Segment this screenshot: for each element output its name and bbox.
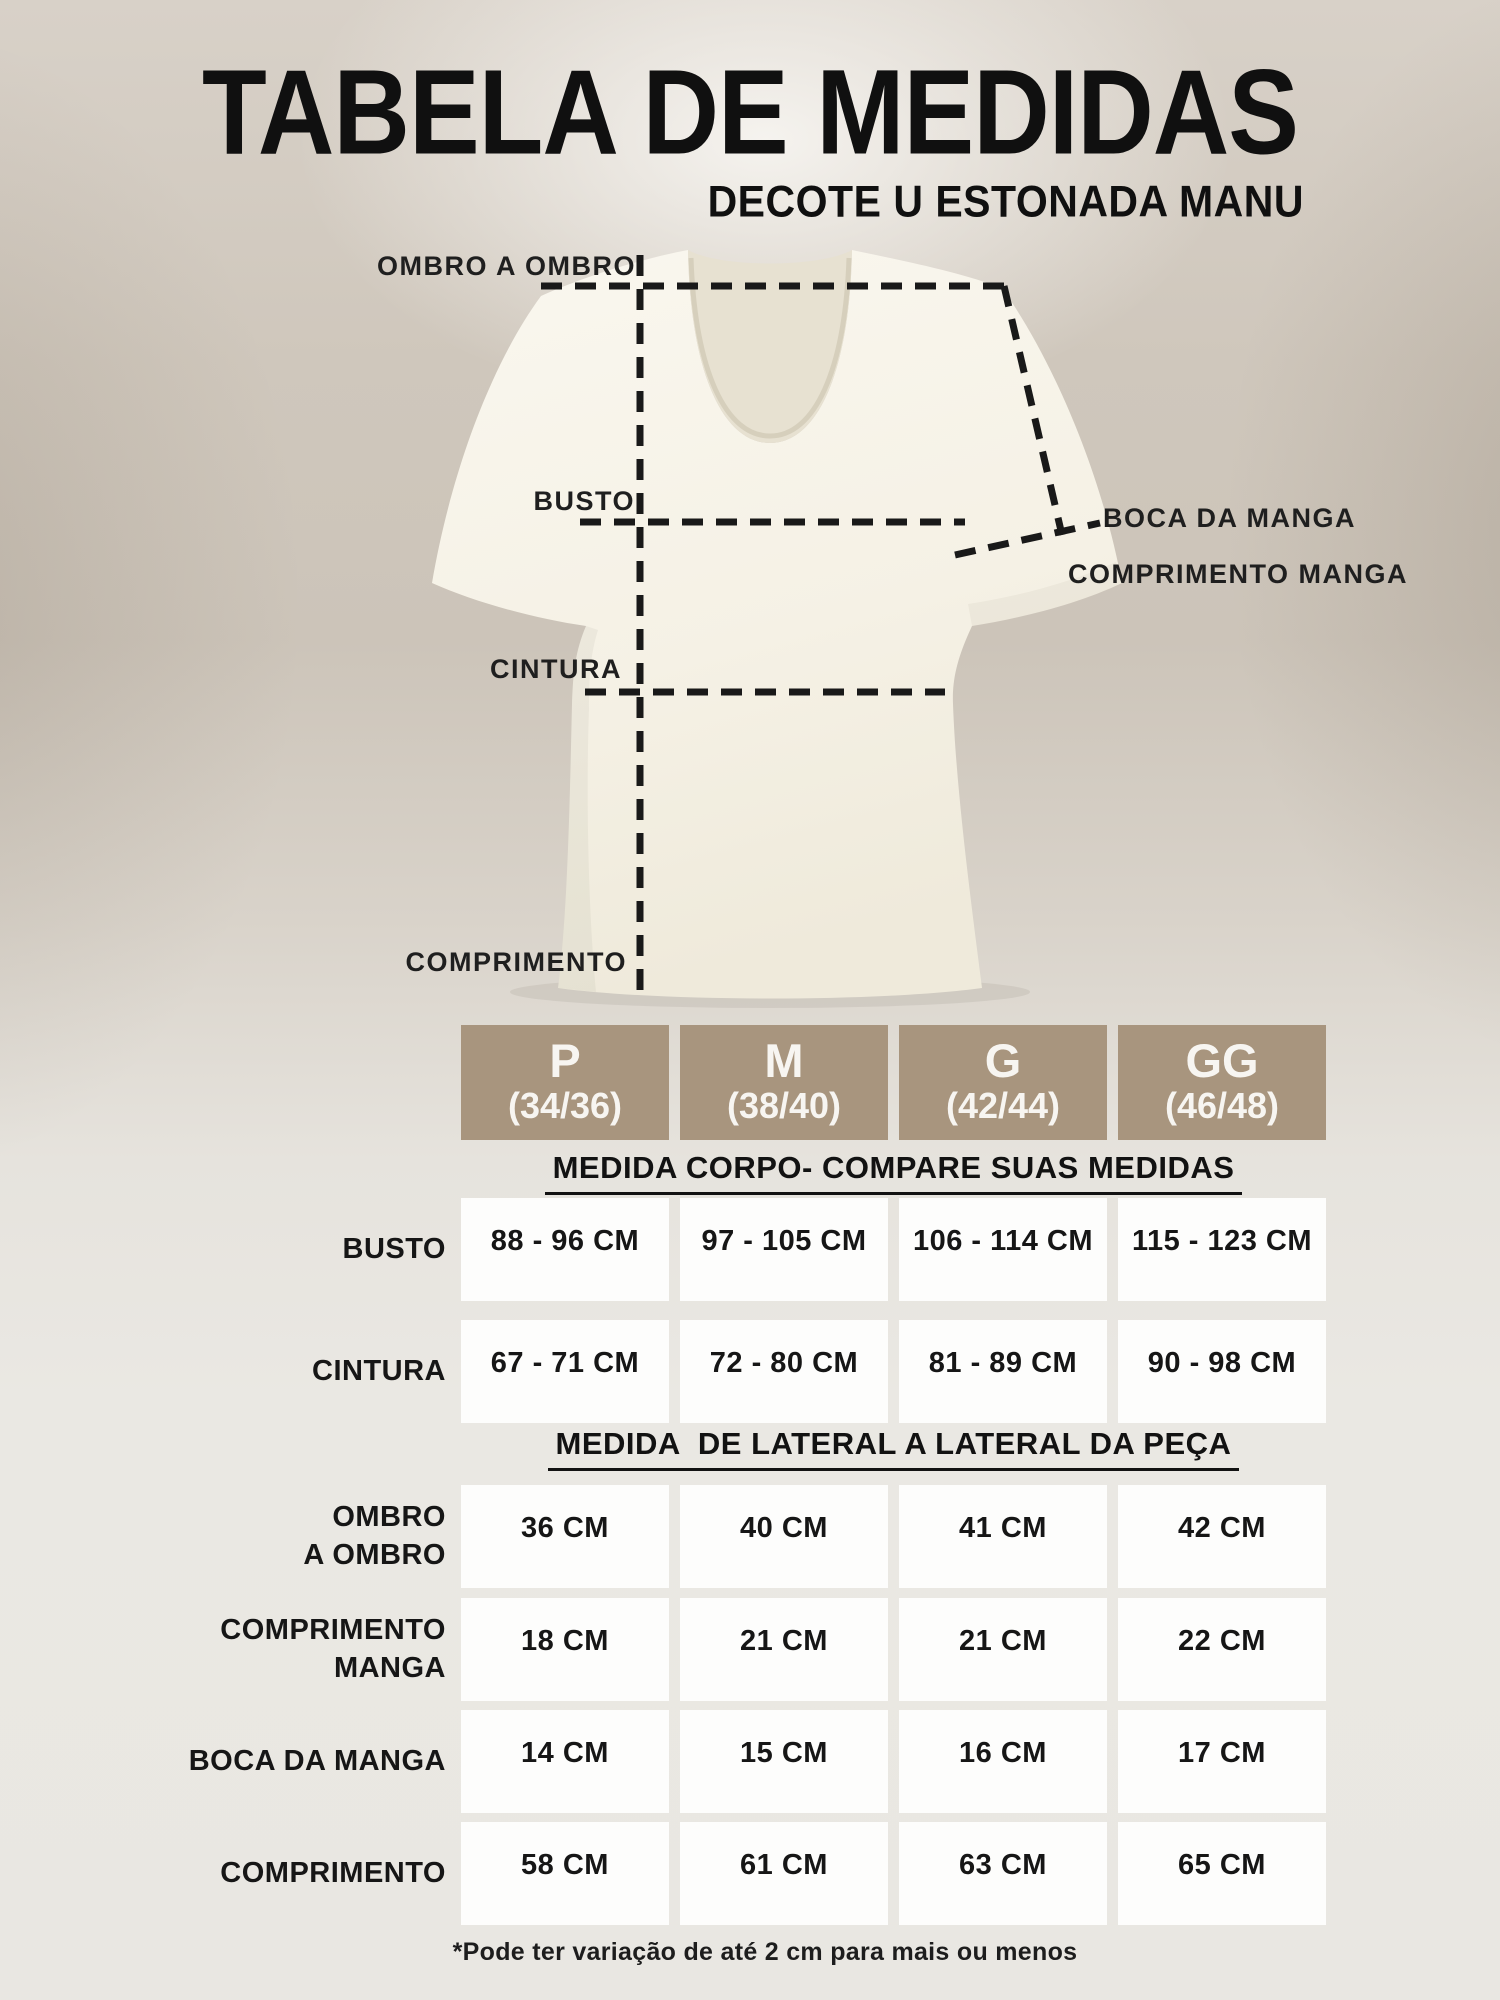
cell-waist-p: 67 - 71 CM [461,1320,669,1423]
cell-sleeve-opening-m: 15 CM [680,1710,888,1813]
cell-sleeve-length-m: 21 CM [680,1598,888,1701]
cell-waist-g: 81 - 89 CM [899,1320,1107,1423]
cell-length-p: 58 CM [461,1822,669,1925]
row-label-length: COMPRIMENTO [220,1856,446,1889]
cell-bust-p: 88 - 96 CM [461,1198,669,1301]
sleeve-opening-measure-line [954,519,1101,559]
table-row-sleeve-length: COMPRIMENTO MANGA 18 CM 21 CM 21 CM 22 C… [130,1598,1326,1701]
cell-sleeve-length-g: 21 CM [899,1598,1107,1701]
shirt-shading-right [968,562,1122,626]
row-label-shoulder: OMBRO A OMBRO [303,1500,446,1571]
cell-shoulder-m: 40 CM [680,1485,888,1588]
cell-sleeve-opening-g: 16 CM [899,1710,1107,1813]
page-title: TABELA DE MEDIDAS [202,45,1299,180]
cell-shoulder-gg: 42 CM [1118,1485,1326,1588]
tshirt-illustration [432,250,1122,1008]
size-code: GG [1185,1034,1259,1087]
section-heading-garment-measures: MEDIDA DE LATERAL A LATERAL DA PEÇA [461,1426,1326,1471]
row-label-waist: CINTURA [312,1354,446,1387]
page-subtitle: DECOTE U ESTONADA MANU [707,176,1304,227]
cell-sleeve-length-p: 18 CM [461,1598,669,1701]
section-heading-text: MEDIDA DE LATERAL A LATERAL DA PEÇA [547,1426,1240,1471]
figure-label-length: COMPRIMENTO [405,947,627,977]
section-heading-body-measures: MEDIDA CORPO- COMPARE SUAS MEDIDAS [461,1150,1326,1195]
size-header-spacer [130,1025,450,1140]
shirt-collar-rib [688,257,852,439]
figure-label-bust: BUSTO [533,486,635,516]
figure-label-shoulder: OMBRO A OMBRO [377,251,636,281]
cell-bust-g: 106 - 114 CM [899,1198,1107,1301]
figure-label-sleeve-length: COMPRIMENTO MANGA [1068,559,1408,589]
table-row-length: COMPRIMENTO 58 CM 61 CM 63 CM 65 CM [130,1822,1326,1925]
cell-waist-gg: 90 - 98 CM [1118,1320,1326,1423]
sleeve-length-measure-line [1000,285,1066,536]
shirt-shading-left [558,626,598,992]
size-code: M [764,1034,804,1087]
size-header-g: G (42/44) [899,1025,1107,1140]
section-heading-text: MEDIDA CORPO- COMPARE SUAS MEDIDAS [544,1150,1243,1195]
cell-sleeve-length-gg: 22 CM [1118,1598,1326,1701]
size-header-row: P (34/36) M (38/40) G (42/44) GG (46/48) [130,1025,1326,1140]
tolerance-footnote: *Pode ter variação de até 2 cm para mais… [452,1938,1078,1966]
row-label-bust: BUSTO [342,1232,446,1265]
size-code: P [549,1034,581,1087]
size-code: G [984,1034,1022,1087]
table-row-bust: BUSTO 88 - 96 CM 97 - 105 CM 106 - 114 C… [130,1198,1326,1301]
row-label-sleeve-opening: BOCA DA MANGA [188,1744,446,1777]
figure-label-sleeve-opening: BOCA DA MANGA [1103,503,1356,533]
size-range: (42/44) [945,1085,1061,1126]
table-row-sleeve-opening: BOCA DA MANGA 14 CM 15 CM 16 CM 17 CM [130,1710,1326,1813]
size-range: (46/48) [1164,1085,1280,1126]
shirt-body [432,250,1122,999]
size-header-p: P (34/36) [461,1025,669,1140]
cell-shoulder-g: 41 CM [899,1485,1107,1588]
table-row-shoulder: OMBRO A OMBRO 36 CM 40 CM 41 CM 42 CM [130,1485,1326,1588]
cell-sleeve-opening-gg: 17 CM [1118,1710,1326,1813]
cell-bust-gg: 115 - 123 CM [1118,1198,1326,1301]
row-label-sleeve-length: COMPRIMENTO MANGA [220,1613,446,1684]
size-header-m: M (38/40) [680,1025,888,1140]
cell-length-m: 61 CM [680,1822,888,1925]
cell-shoulder-p: 36 CM [461,1485,669,1588]
cell-length-gg: 65 CM [1118,1822,1326,1925]
cell-waist-m: 72 - 80 CM [680,1320,888,1423]
cell-sleeve-opening-p: 14 CM [461,1710,669,1813]
figure-label-waist: CINTURA [490,654,622,684]
size-range: (38/40) [726,1085,842,1126]
shirt-neck-opening [688,250,852,443]
cell-bust-m: 97 - 105 CM [680,1198,888,1301]
size-header-gg: GG (46/48) [1118,1025,1326,1140]
table-row-waist: CINTURA 67 - 71 CM 72 - 80 CM 81 - 89 CM… [130,1320,1326,1423]
size-range: (34/36) [507,1085,623,1126]
cell-length-g: 63 CM [899,1822,1107,1925]
